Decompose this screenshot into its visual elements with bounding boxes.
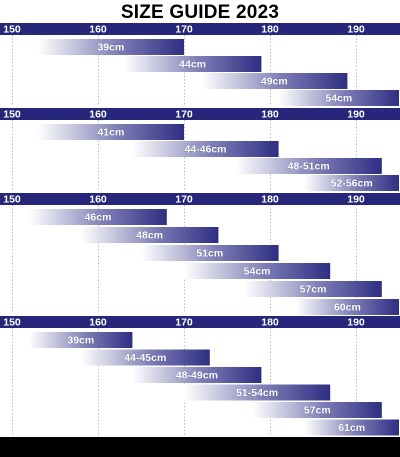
panel-3: 150 160 170 180 190 46cm 48cm 51cm 54cm 57cm 60cm — [0, 193, 400, 315]
range-bar — [184, 384, 331, 401]
x-tick-label: 180 — [261, 24, 279, 36]
axis-band — [0, 193, 400, 205]
x-tick-label: 170 — [175, 109, 193, 121]
x-tick-label: 170 — [175, 317, 193, 329]
bar-label: 60cm — [334, 302, 361, 314]
panel-1: 150 160 170 180 190 39cm 44cm 49cm 54cm — [0, 23, 400, 106]
x-tick-label: 160 — [89, 24, 107, 36]
x-tick-label: 180 — [261, 317, 279, 329]
bar-label: 49cm — [261, 76, 288, 88]
bar-label: 61cm — [338, 422, 365, 434]
range-bar — [252, 402, 382, 418]
x-tick-label: 150 — [3, 24, 21, 36]
x-tick-label: 150 — [3, 109, 21, 121]
x-tick-label: 190 — [347, 24, 365, 36]
bar-label: 51-54cm — [236, 387, 278, 399]
bar-label: 54cm — [244, 266, 271, 278]
x-tick-label: 190 — [347, 109, 365, 121]
axis-band — [0, 108, 400, 120]
x-tick-label: 190 — [347, 317, 365, 329]
x-tick-label: 160 — [89, 109, 107, 121]
x-tick-label: 190 — [347, 194, 365, 206]
x-tick-label: 150 — [3, 194, 21, 206]
x-tick-label: 170 — [175, 194, 193, 206]
size-guide-chart: 150 160 170 180 190 39cm 44cm 49cm 54cm 150 160 170… — [0, 23, 400, 437]
range-bar — [184, 263, 331, 279]
axis-band — [0, 316, 400, 328]
range-bar — [304, 419, 399, 436]
range-bar — [235, 158, 382, 174]
range-bar — [37, 39, 184, 55]
bar-label: 44-46cm — [184, 144, 226, 156]
bar-label: 57cm — [300, 284, 327, 296]
range-bar — [132, 367, 262, 383]
x-tick-label: 180 — [261, 109, 279, 121]
range-bar — [278, 90, 399, 106]
range-bar — [80, 227, 219, 243]
bar-label: 48-51cm — [288, 161, 330, 173]
x-tick-label: 170 — [175, 24, 193, 36]
range-bar — [123, 56, 262, 72]
panel-4: 150 160 170 180 190 39cm 44-45cm 48-49cm 51-54cm… — [0, 316, 400, 437]
bar-label: 51cm — [196, 248, 223, 260]
range-bar — [80, 349, 210, 366]
range-bar — [244, 281, 382, 297]
bar-label: 48cm — [136, 230, 163, 242]
x-tick-label: 160 — [89, 194, 107, 206]
range-bar — [37, 124, 184, 140]
chart-title: SIZE GUIDE 2023 — [120, 2, 280, 23]
range-bar — [29, 209, 167, 225]
bar-label: 48-49cm — [176, 370, 218, 382]
axis-band — [0, 23, 400, 35]
range-bar — [29, 332, 133, 348]
bar-label: 46cm — [85, 212, 112, 224]
bar-label: 57cm — [304, 405, 331, 417]
range-bar — [295, 299, 399, 315]
range-bar — [201, 73, 348, 89]
range-bar — [141, 245, 279, 261]
x-tick-label: 150 — [3, 317, 21, 329]
x-tick-label: 180 — [261, 194, 279, 206]
x-tick-label: 160 — [89, 317, 107, 329]
bar-label: 52-56cm — [331, 178, 373, 190]
bar-label: 44cm — [179, 59, 206, 71]
bar-label: 54cm — [325, 93, 352, 105]
bar-label: 44-45cm — [124, 352, 166, 364]
bar-label: 39cm — [67, 335, 94, 347]
range-bar — [304, 175, 399, 191]
footer-bar — [0, 437, 400, 457]
bar-label: 39cm — [97, 42, 124, 54]
range-bar — [132, 141, 279, 157]
bar-label: 41cm — [97, 127, 124, 139]
